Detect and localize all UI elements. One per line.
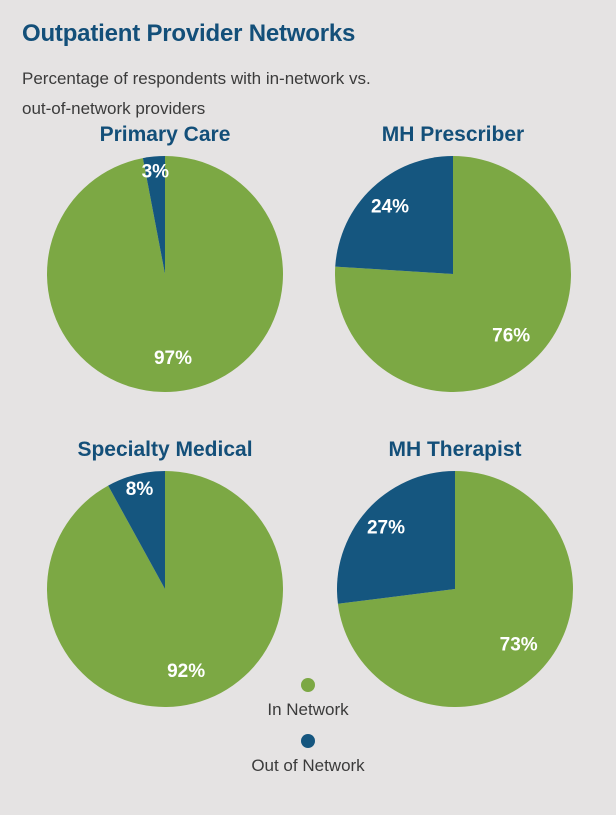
slice-value-label: 73% [500, 635, 538, 656]
pie-slice-out_of_network [142, 156, 165, 274]
slice-value-label: 8% [126, 479, 154, 500]
pie-chart-specialty-medical: Specialty Medical 92% 8% [47, 437, 283, 707]
chart-title-mh-therapist: MH Therapist [388, 438, 522, 461]
out-of-network-dot-icon [301, 734, 315, 748]
slice-value-label: 76% [492, 325, 530, 346]
in-network-dot-icon [301, 678, 315, 692]
pie-svg-primary-care: 97% 3% [47, 156, 283, 392]
pie-slice-out_of_network [108, 471, 165, 589]
pie-slice-in_network [47, 156, 283, 392]
chart-title-mh-prescriber: MH Prescriber [381, 123, 525, 146]
legend: In Network Out of Network [208, 678, 408, 790]
pie-slice-in_network [335, 156, 571, 392]
pie-svg-specialty-medical: 92% 8% [47, 471, 283, 707]
page-subtitle: Percentage of respondents with in-networ… [22, 64, 371, 124]
slice-value-label: 24% [371, 196, 409, 217]
pie-chart-primary-care: Primary Care 97% 3% [47, 122, 283, 392]
chart-title-specialty-medical: Specialty Medical [77, 438, 253, 461]
slice-value-label: 3% [142, 161, 170, 182]
pie-svg-mh-therapist: 73% 27% [337, 471, 573, 707]
pie-slice-out_of_network [337, 471, 455, 604]
slice-value-label: 92% [167, 661, 205, 682]
pie-chart-mh-therapist: MH Therapist 73% 27% [337, 437, 573, 707]
slice-value-label: 97% [154, 348, 192, 369]
pie-svg-mh-prescriber: 76% 24% [335, 156, 571, 392]
pie-slice-in_network [47, 471, 283, 707]
pie-chart-mh-prescriber: MH Prescriber 76% 24% [335, 122, 571, 392]
pie-slice-out_of_network [335, 156, 453, 274]
legend-item-out-of-network: Out of Network [251, 734, 365, 776]
pie-slice-in_network [337, 471, 573, 707]
page-subtitle-line1: Percentage of respondents with in-networ… [22, 69, 371, 88]
legend-label-out-of-network: Out of Network [251, 756, 365, 775]
legend-item-in-network: In Network [267, 678, 349, 720]
page-title: Outpatient Provider Networks [22, 20, 356, 47]
chart-title-primary-care: Primary Care [99, 123, 231, 146]
slice-value-label: 27% [367, 518, 405, 539]
page-subtitle-line2: out-of-network providers [22, 99, 206, 118]
legend-label-in-network: In Network [267, 700, 349, 719]
